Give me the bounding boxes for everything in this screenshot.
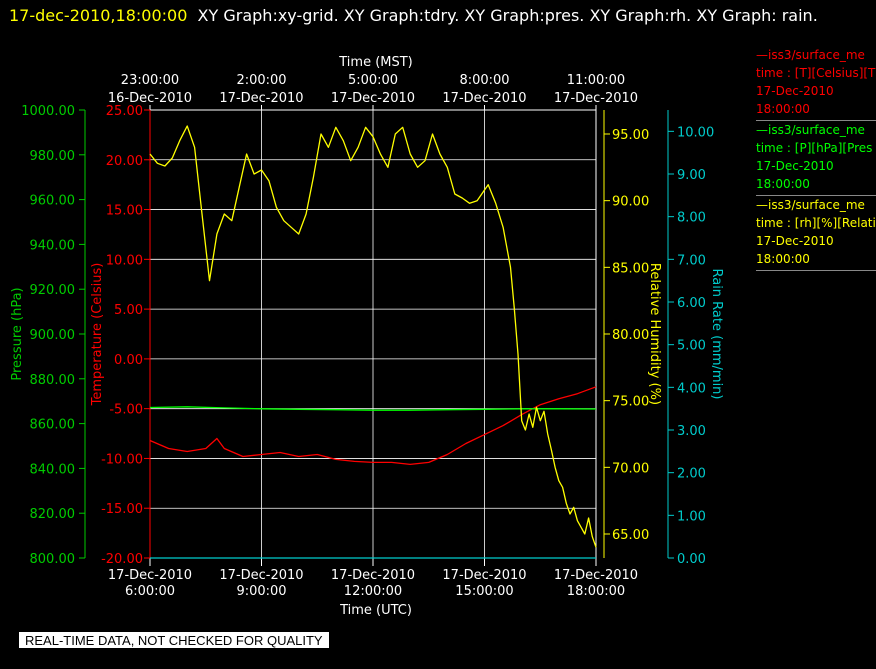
rain-tick-label: 6.00: [677, 296, 706, 311]
legend-series-name: iss3/surface_me: [768, 198, 865, 212]
series-layer: [149, 125, 597, 559]
x-tick-label: 17-Dec-2010: [219, 568, 303, 583]
pressure-tick-label: 940.00: [30, 238, 76, 253]
series-line-humidity: [149, 125, 597, 548]
pressure-tick-label: 860.00: [30, 418, 76, 433]
header: 17-dec-2010,18:00:00 XY Graph:xy-grid. X…: [9, 2, 859, 30]
legend-divider: [756, 195, 876, 196]
pressure-tick-label: 820.00: [30, 507, 76, 522]
temperature-tick-label: 25.00: [106, 104, 143, 119]
temperature-tick-label: 15.00: [106, 204, 143, 219]
humidity-tick-label: 95.00: [612, 128, 649, 143]
rain-tick-label: 9.00: [677, 168, 706, 183]
header-titles: XY Graph:xy-grid. XY Graph:tdry. XY Grap…: [197, 6, 818, 25]
legend-time: 18:00:00: [756, 102, 810, 116]
humidity-tick-label: 75.00: [612, 395, 649, 410]
rain-tick-label: 8.00: [677, 211, 706, 226]
humidity-tick-label: 70.00: [612, 461, 649, 476]
legend: —iss3/surface_me time : [T][Celsius][T 1…: [756, 46, 876, 271]
series-line-pressure: [149, 406, 597, 411]
header-timestamp: 17-dec-2010,18:00:00: [9, 6, 188, 25]
temperature-tick-label: -5.00: [109, 403, 143, 418]
legend-date: 17-Dec-2010: [756, 234, 834, 248]
x-top-tick-label: 17-Dec-2010: [442, 91, 526, 106]
x-tick-label: 12:00:00: [344, 584, 402, 599]
pressure-tick-label: 880.00: [30, 373, 76, 388]
humidity-tick-label: 85.00: [612, 261, 649, 276]
legend-divider: [756, 120, 876, 121]
pressure-tick-label: 840.00: [30, 462, 76, 477]
temperature-tick-label: -10.00: [101, 452, 143, 467]
x-tick-label: 6:00:00: [125, 584, 175, 599]
temperature-tick-label: -15.00: [101, 502, 143, 517]
x-top-tick-label: 23:00:00: [121, 73, 179, 88]
pressure-tick-label: 960.00: [30, 194, 76, 209]
legend-series-name: iss3/surface_me: [768, 123, 865, 137]
x-top-tick-label: 17-Dec-2010: [554, 91, 638, 106]
pressure-axis-title: Pressure (hPa): [10, 287, 25, 380]
legend-series-name: iss3/surface_me: [768, 48, 865, 62]
rain-tick-label: 2.00: [677, 467, 706, 482]
humidity-tick-label: 80.00: [612, 328, 649, 343]
temperature-tick-label: 5.00: [114, 303, 143, 318]
legend-entry-pressure[interactable]: —iss3/surface_me time : [P][hPa][Pres 17…: [756, 121, 876, 196]
x-top-tick-label: 8:00:00: [459, 73, 509, 88]
pressure-tick-label: 1000.00: [21, 104, 75, 119]
rain-tick-label: 5.00: [677, 339, 706, 354]
rain-tick-label: 7.00: [677, 253, 706, 268]
x-tick-label: 17-Dec-2010: [108, 568, 192, 583]
temperature-tick-label: -20.00: [101, 552, 143, 567]
temperature-axis-title: Temperature (Celsius): [90, 263, 105, 407]
quality-disclaimer: REAL-TIME DATA, NOT CHECKED FOR QUALITY: [19, 632, 329, 648]
x-top-tick-label: 16-Dec-2010: [108, 91, 192, 106]
legend-time: 18:00:00: [756, 177, 810, 191]
legend-date: 17-Dec-2010: [756, 84, 834, 98]
x-top-tick-label: 11:00:00: [567, 73, 625, 88]
pressure-tick-label: 900.00: [30, 328, 76, 343]
legend-series-variable: time : [P][hPa][Pres: [756, 141, 873, 155]
pressure-tick-label: 800.00: [30, 552, 76, 567]
temperature-tick-label: 20.00: [106, 154, 143, 169]
legend-entry-humidity[interactable]: —iss3/surface_me time : [rh][%][Relati 1…: [756, 196, 876, 271]
x-tick-label: 17-Dec-2010: [331, 568, 415, 583]
pressure-tick-label: 980.00: [30, 149, 76, 164]
humidity-tick-label: 65.00: [612, 528, 649, 543]
x-tick-label: 18:00:00: [567, 584, 625, 599]
rain-tick-label: 0.00: [677, 552, 706, 567]
x-tick-label: 17-Dec-2010: [554, 568, 638, 583]
series-line-temperature: [149, 386, 597, 466]
legend-series-variable: time : [T][Celsius][T: [756, 66, 876, 80]
x-tick-label: 9:00:00: [236, 584, 286, 599]
x-tick-label: 15:00:00: [455, 584, 513, 599]
legend-date: 17-Dec-2010: [756, 159, 834, 173]
grid: [149, 109, 597, 559]
rain-tick-label: 1.00: [677, 509, 706, 524]
legend-divider: [756, 270, 876, 271]
x-top-tick-label: 5:00:00: [348, 73, 398, 88]
legend-time: 18:00:00: [756, 252, 810, 266]
temperature-tick-label: 10.00: [106, 253, 143, 268]
rain-axis-title: Rain Rate (mm/min): [709, 268, 724, 399]
x-top-tick-label: 2:00:00: [236, 73, 286, 88]
x-axis-title-mst: Time (MST): [338, 55, 413, 70]
axes: 17-Dec-20106:00:0017-Dec-20109:00:0017-D…: [10, 55, 724, 618]
rain-tick-label: 3.00: [677, 424, 706, 439]
humidity-tick-label: 90.00: [612, 195, 649, 210]
x-top-tick-label: 17-Dec-2010: [331, 91, 415, 106]
legend-entry-temperature[interactable]: —iss3/surface_me time : [T][Celsius][T 1…: [756, 46, 876, 121]
x-top-tick-label: 17-Dec-2010: [219, 91, 303, 106]
rain-tick-label: 4.00: [677, 381, 706, 396]
rain-tick-label: 10.00: [677, 125, 714, 140]
x-axis-title-utc: Time (UTC): [339, 603, 412, 618]
x-tick-label: 17-Dec-2010: [442, 568, 526, 583]
humidity-axis-title: Relative Humidity (%): [647, 263, 662, 405]
legend-series-variable: time : [rh][%][Relati: [756, 216, 876, 230]
pressure-tick-label: 920.00: [30, 283, 76, 298]
temperature-tick-label: 0.00: [114, 353, 143, 368]
